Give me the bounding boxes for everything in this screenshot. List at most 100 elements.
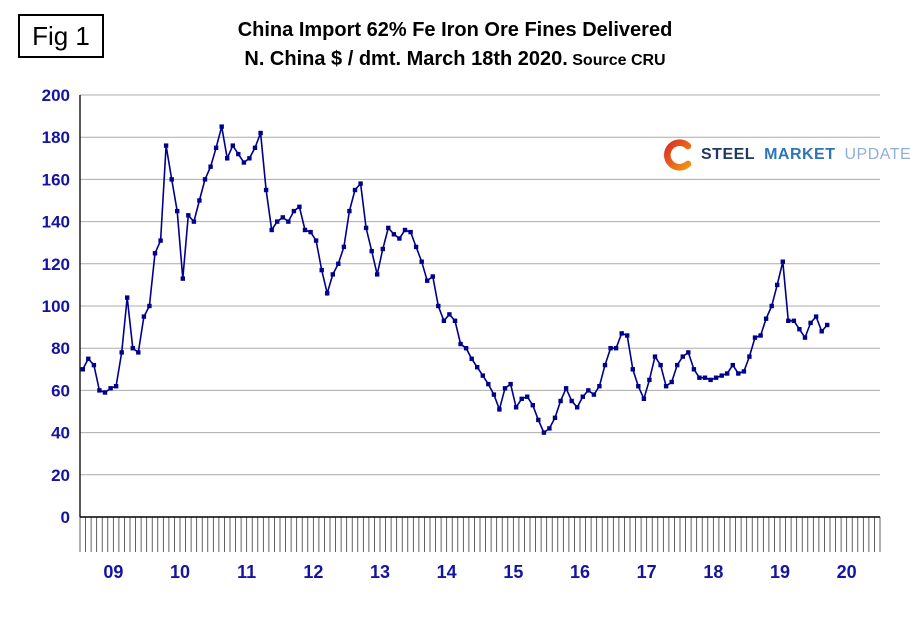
data-point-marker (563, 386, 569, 391)
data-point-marker (263, 187, 269, 193)
data-point-marker (236, 151, 241, 157)
data-point-marker (191, 219, 197, 224)
y-axis-tick-label: 120 (42, 255, 70, 274)
data-point-marker (397, 236, 402, 241)
data-point-marker (130, 346, 135, 351)
data-point-marker (158, 238, 163, 243)
data-point-marker (408, 229, 413, 235)
data-point-marker (447, 312, 452, 317)
x-axis-year-label: 13 (370, 562, 390, 582)
crescent-swirl-icon (664, 139, 692, 171)
data-point-marker (336, 261, 341, 266)
data-point-marker (202, 177, 208, 182)
data-point-marker (502, 386, 508, 391)
x-axis-year-label: 11 (237, 562, 256, 582)
data-point-marker (297, 204, 302, 209)
data-point-marker (119, 350, 124, 355)
data-point-marker (247, 156, 252, 161)
data-point-marker (219, 124, 224, 129)
figure-number-label: Fig 1 (32, 20, 90, 51)
data-point-marker (658, 362, 663, 368)
data-point-marker (402, 227, 408, 233)
data-point-marker (680, 354, 685, 359)
data-point-marker (136, 350, 141, 355)
data-point-marker (813, 314, 819, 319)
data-point-marker (613, 346, 619, 351)
data-point-marker (97, 388, 102, 393)
data-point-marker (580, 394, 585, 399)
data-point-marker (752, 335, 758, 340)
data-point-marker (647, 377, 652, 383)
data-point-marker (375, 272, 380, 277)
data-point-marker (697, 375, 702, 380)
data-point-marker (330, 272, 335, 277)
data-point-marker (725, 371, 730, 376)
y-axis-tick-label: 60 (51, 381, 70, 400)
data-point-marker (552, 415, 558, 420)
chart-title-line2: N. China $ / dmt. March 18th 2020. Sourc… (0, 45, 910, 74)
data-point-marker (86, 356, 91, 361)
data-point-marker (508, 381, 513, 387)
data-point-marker (419, 259, 424, 264)
figure-number-box: Fig 1 (18, 14, 104, 58)
data-point-marker (691, 367, 697, 372)
x-axis-year-label: 15 (503, 562, 523, 582)
data-point-marker (280, 215, 285, 220)
data-point-marker (413, 244, 419, 250)
data-point-marker (197, 198, 202, 203)
data-point-marker (436, 303, 441, 309)
logo-word-market: MARKET (764, 146, 836, 163)
data-point-marker (519, 396, 524, 401)
crescent-swirl-path (664, 139, 692, 171)
data-point-marker (786, 318, 791, 323)
data-point-marker (780, 259, 785, 264)
chart-title-line1: China Import 62% Fe Iron Ore Fines Deliv… (237, 19, 673, 41)
data-point-marker (769, 303, 774, 309)
data-point-marker (719, 373, 724, 378)
data-point-marker (686, 350, 691, 355)
y-axis-tick-label: 160 (42, 170, 70, 189)
data-point-marker (625, 333, 630, 338)
data-point-marker (463, 346, 469, 351)
data-point-marker (730, 362, 735, 368)
data-point-marker (319, 267, 324, 273)
data-point-marker (441, 318, 447, 323)
data-point-marker (641, 396, 647, 401)
y-axis-tick-label: 80 (51, 339, 70, 358)
data-point-marker (569, 398, 574, 404)
logo-word-update: UPDATE (844, 146, 910, 163)
data-point-marker (108, 386, 113, 391)
data-point-marker (530, 403, 535, 408)
data-point-marker (275, 219, 280, 224)
data-point-marker (286, 219, 291, 224)
data-point-marker (225, 156, 230, 161)
data-point-marker (586, 388, 591, 393)
x-axis-year-label: 09 (103, 562, 123, 582)
y-axis-tick-label: 180 (42, 128, 70, 147)
y-axis-tick-label: 0 (61, 508, 70, 527)
data-point-marker (547, 426, 552, 431)
data-point-marker (808, 320, 813, 326)
data-point-marker (713, 375, 719, 380)
x-axis-year-label: 18 (703, 562, 723, 582)
data-point-marker (608, 346, 613, 351)
chart-title-block: China Import 62% Fe Iron Ore Fines Deliv… (0, 16, 910, 74)
data-point-marker (369, 248, 374, 254)
data-point-marker (258, 130, 263, 136)
data-point-marker (363, 225, 369, 231)
x-axis-year-label: 16 (570, 562, 590, 582)
x-axis-year-label: 19 (770, 562, 790, 582)
data-point-marker (325, 291, 330, 296)
data-point-marker (602, 362, 608, 368)
data-point-marker (125, 295, 130, 300)
data-point-marker (491, 392, 497, 397)
x-axis-year-label: 14 (437, 562, 457, 582)
data-point-marker (230, 143, 235, 148)
data-point-marker (91, 362, 97, 368)
data-point-marker (669, 379, 674, 385)
data-point-marker (736, 371, 741, 376)
data-point-marker (802, 335, 808, 340)
data-point-marker (597, 384, 602, 389)
data-point-marker (480, 373, 485, 378)
